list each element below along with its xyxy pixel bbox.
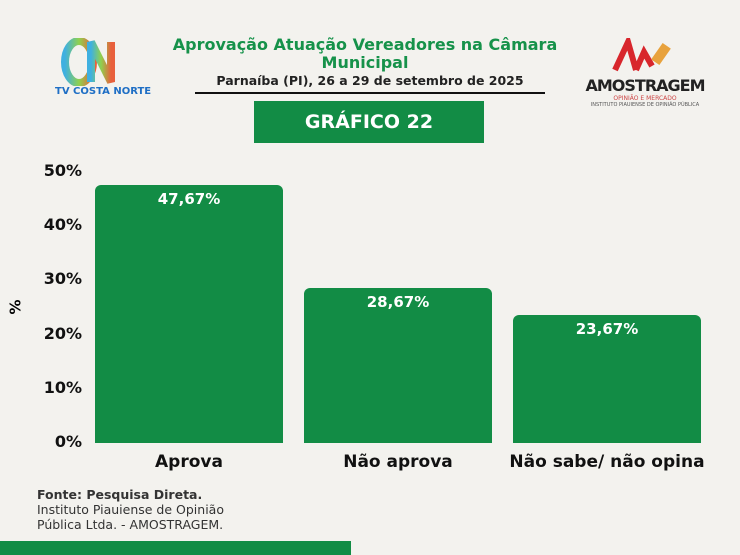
y-tick-label: 30%	[43, 269, 82, 289]
data-label: 47,67%	[157, 189, 221, 208]
source-line: Instituto Piauiense de Opinião	[37, 502, 224, 517]
y-tick-label: 0%	[54, 432, 82, 451]
y-tick-label: 10%	[43, 377, 82, 397]
divider	[195, 92, 545, 94]
y-tick-label: 50%	[43, 161, 82, 180]
bar	[304, 287, 492, 443]
chart-subtitle: Parnaíba (PI), 26 a 29 de setembro de 20…	[216, 73, 524, 88]
source-line: Pública Ltda. - AMOSTRAGEM.	[37, 517, 224, 532]
y-tick-label: 20%	[43, 323, 82, 343]
chart-number-badge: GRÁFICO 22	[254, 101, 484, 143]
x-category-label: Não aprova	[343, 452, 453, 472]
data-label: 28,67%	[366, 292, 430, 311]
amostragem-institute: INSTITUTO PIAUIENSE DE OPINIÃO PÚBLICA	[590, 102, 700, 108]
amostragem-text: AMOSTRAGEM	[585, 76, 705, 95]
x-category-label: Aprova	[155, 452, 223, 472]
source-line: Fonte: Pesquisa Direta.	[37, 487, 203, 502]
footer-bar	[0, 541, 351, 555]
amostragem-logo: AMOSTRAGEM OPINIÃO E MERCADO INSTITUTO P…	[585, 33, 706, 113]
source-note: Fonte: Pesquisa Direta. Instituto Piauie…	[37, 487, 224, 532]
bar	[95, 184, 283, 443]
tv-costa-norte-text: TV COSTA NORTE	[55, 86, 152, 97]
x-category-label: Não sabe/ não opina	[509, 452, 705, 472]
chart-title: Aprovação Atuação Vereadores na Câmara M…	[172, 35, 558, 72]
data-label: 23,67%	[575, 319, 639, 338]
amostragem-tagline: OPINIÃO E MERCADO	[613, 95, 677, 102]
bar	[513, 314, 701, 443]
tv-costa-norte-logo: TV COSTA NORTE	[55, 38, 152, 100]
y-axis-label: %	[6, 299, 25, 315]
y-tick-label: 40%	[43, 215, 82, 235]
